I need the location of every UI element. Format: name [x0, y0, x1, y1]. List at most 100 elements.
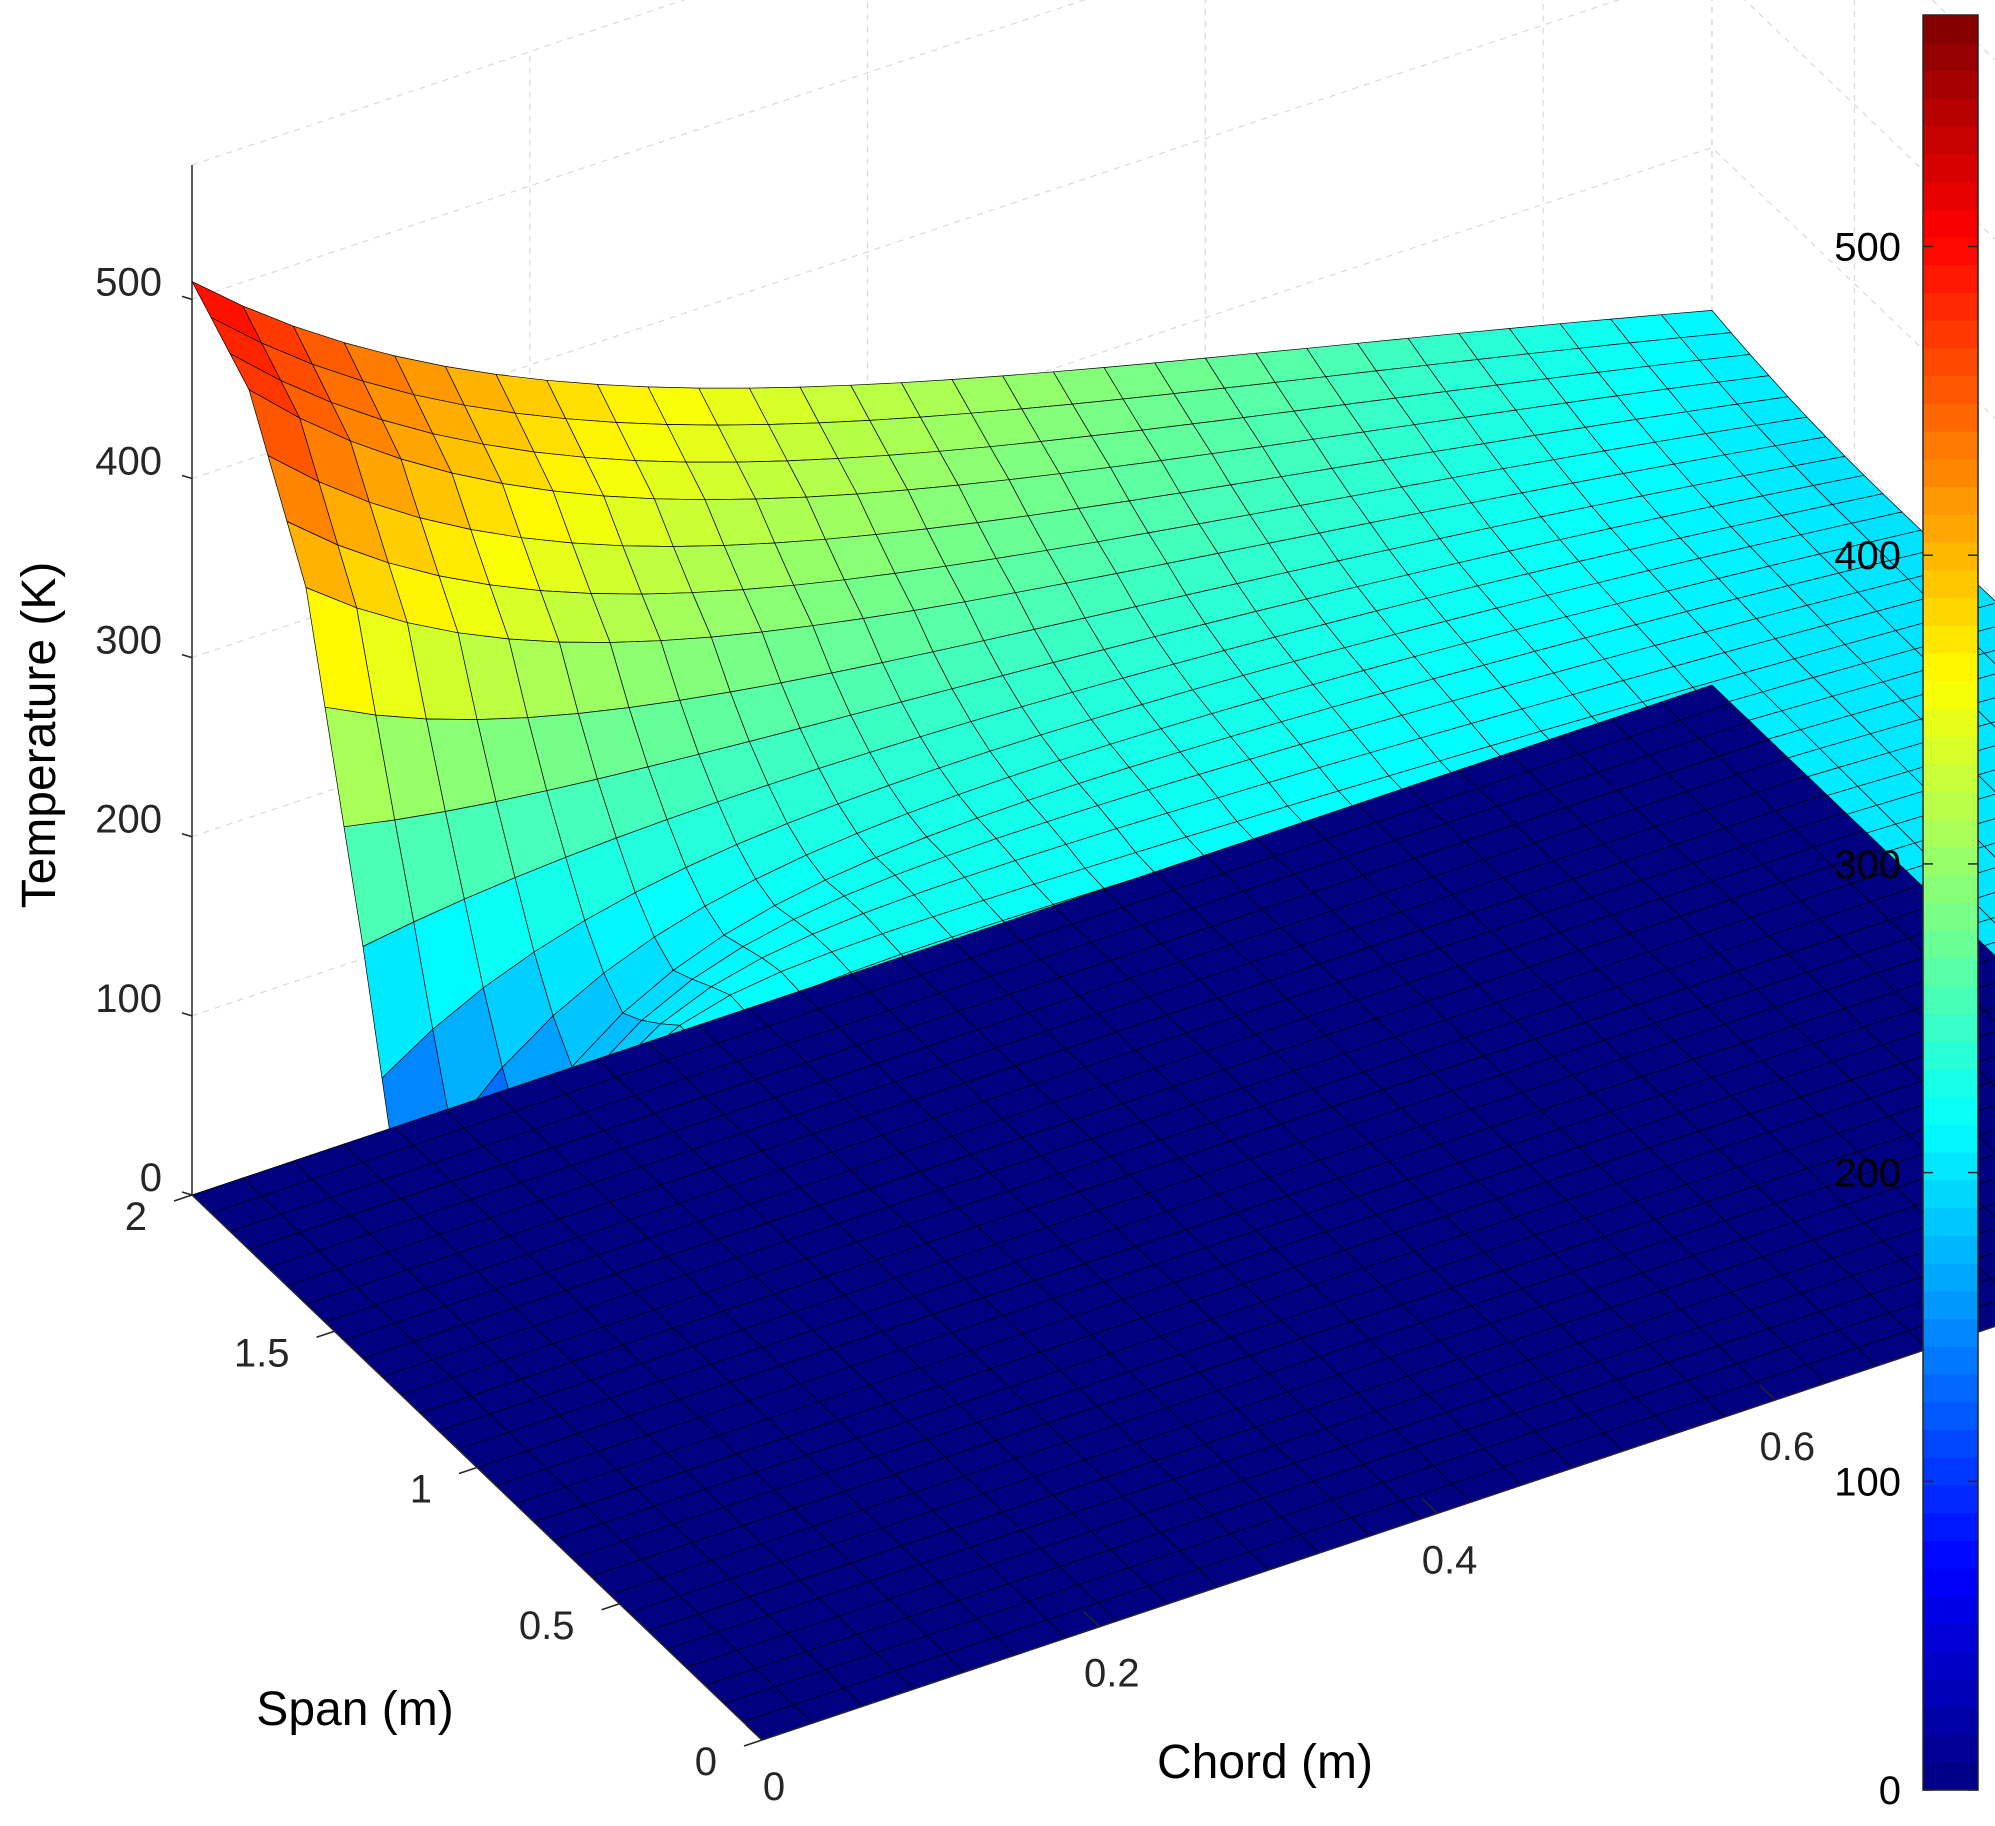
colorbar-band [1923, 1679, 1978, 1708]
colorbar-band [1923, 1706, 1978, 1736]
z-tick-2 [181, 833, 193, 838]
colorbar-band [1923, 1096, 1978, 1125]
colorbar-band [1923, 1263, 1978, 1292]
colorbar-band [1923, 1540, 1978, 1569]
colorbar-band [1923, 98, 1978, 127]
colorbar-band [1923, 1318, 1978, 1347]
colorbar-band [1923, 320, 1978, 349]
colorbar-band [1923, 930, 1978, 959]
colorbar-band [1923, 902, 1978, 931]
x-axis-line [761, 1325, 1995, 1741]
colorbar-band [1923, 1235, 1978, 1264]
colorbar-band [1923, 985, 1978, 1015]
colorbar-band [1923, 70, 1978, 99]
colorbar-band [1923, 209, 1978, 238]
colorbar-bands [1923, 15, 1978, 1791]
colorbar-band [1923, 1734, 1978, 1763]
y-tick-1 [601, 1603, 620, 1611]
box-edge-1 [191, 0, 686, 166]
z-tick-1 [181, 1012, 193, 1017]
colorbar-band [1923, 1595, 1978, 1625]
colorbar-band [1923, 1207, 1978, 1236]
y-tick-4 [173, 1194, 193, 1202]
surface-plot [191, 281, 1995, 1741]
colorbar-band [1923, 1651, 1978, 1680]
x-tick-label: 0 [763, 1765, 785, 1809]
x-tick-label: 0.6 [1760, 1425, 1816, 1469]
y-tick-2 [458, 1466, 478, 1475]
y-tick-0 [743, 1739, 763, 1747]
colorbar-band [1923, 1512, 1978, 1541]
colorbar-band [1923, 1013, 1978, 1042]
colorbar-tick-label: 500 [1834, 226, 1901, 270]
z-tick-0 [181, 1191, 193, 1196]
colorbar-band [1923, 763, 1978, 793]
colorbar-band [1923, 236, 1978, 266]
colorbar-band [1923, 1068, 1978, 1098]
x-tick-0 [745, 1724, 763, 1741]
y-tick-3 [316, 1330, 335, 1338]
colorbar-band [1923, 1152, 1978, 1181]
y-axis-label: Span (m) [256, 1683, 453, 1736]
z-tick-3 [181, 653, 193, 659]
colorbar-band [1923, 181, 1978, 210]
z-tick-label: 300 [95, 619, 162, 663]
colorbar-band [1923, 736, 1978, 765]
z-tick-label: 200 [95, 798, 162, 842]
colorbar-band [1923, 1179, 1978, 1209]
x-tick-3 [1758, 1384, 1776, 1401]
colorbar-band [1923, 15, 1978, 44]
colorbar-band [1923, 153, 1978, 182]
colorbar-band [1923, 1429, 1978, 1458]
colorbar-band [1923, 1623, 1978, 1652]
colorbar-band [1923, 1124, 1978, 1153]
colorbar-band [1923, 1290, 1978, 1320]
colorbar-band [1923, 486, 1978, 515]
z-tick-label: 400 [95, 439, 162, 483]
y-tick-label: 0.5 [519, 1604, 575, 1648]
colorbar-band [1923, 957, 1978, 987]
colorbar-band [1923, 652, 1978, 682]
colorbar-band [1923, 458, 1978, 488]
colorbar-band [1923, 431, 1978, 460]
colorbar-band [1923, 597, 1978, 626]
colorbar-frame [1922, 14, 1979, 1791]
z-axis-label: Temperature (K) [13, 562, 66, 909]
colorbar-band [1923, 819, 1978, 848]
y-tick-label: 0 [695, 1740, 717, 1784]
y-tick-label: 1.5 [234, 1331, 290, 1375]
colorbar-ticks: 0 100 200 300 400 500 [1834, 226, 1978, 1813]
z-tick-label: 100 [95, 977, 162, 1021]
colorbar-band [1923, 403, 1978, 432]
z-tick-4 [181, 474, 193, 480]
colorbar-tick-label: 400 [1834, 534, 1901, 578]
colorbar-tick-label: 200 [1834, 1152, 1901, 1196]
colorbar-band [1923, 264, 1978, 293]
colorbar-band [1923, 541, 1978, 571]
x-tick-1 [1083, 1611, 1101, 1628]
colorbar-band [1923, 1346, 1978, 1375]
colorbar-band [1923, 1568, 1978, 1597]
x-axis-label: Chord (m) [1157, 1736, 1373, 1789]
x-tick-label: 0.2 [1084, 1652, 1140, 1696]
colorbar-band [1923, 847, 1978, 876]
colorbar-tick-label: 100 [1834, 1460, 1901, 1504]
colorbar-band [1923, 1762, 1978, 1791]
z-tick-label: 500 [95, 260, 162, 304]
colorbar: 0 100 200 300 400 500 [1834, 14, 1979, 1813]
colorbar-band [1923, 347, 1978, 377]
colorbar-band [1923, 874, 1978, 904]
colorbar-band [1923, 1401, 1978, 1431]
colorbar-band [1923, 1041, 1978, 1070]
x-tick-label: 0.4 [1422, 1538, 1478, 1582]
z-tick-5 [181, 295, 193, 301]
y-tick-label: 2 [125, 1195, 147, 1239]
z-tick-label: 0 [140, 1156, 162, 1200]
colorbar-band [1923, 791, 1978, 820]
colorbar-band [1923, 292, 1978, 321]
colorbar-band [1923, 514, 1978, 543]
colorbar-band [1923, 680, 1978, 709]
colorbar-band [1923, 42, 1978, 72]
